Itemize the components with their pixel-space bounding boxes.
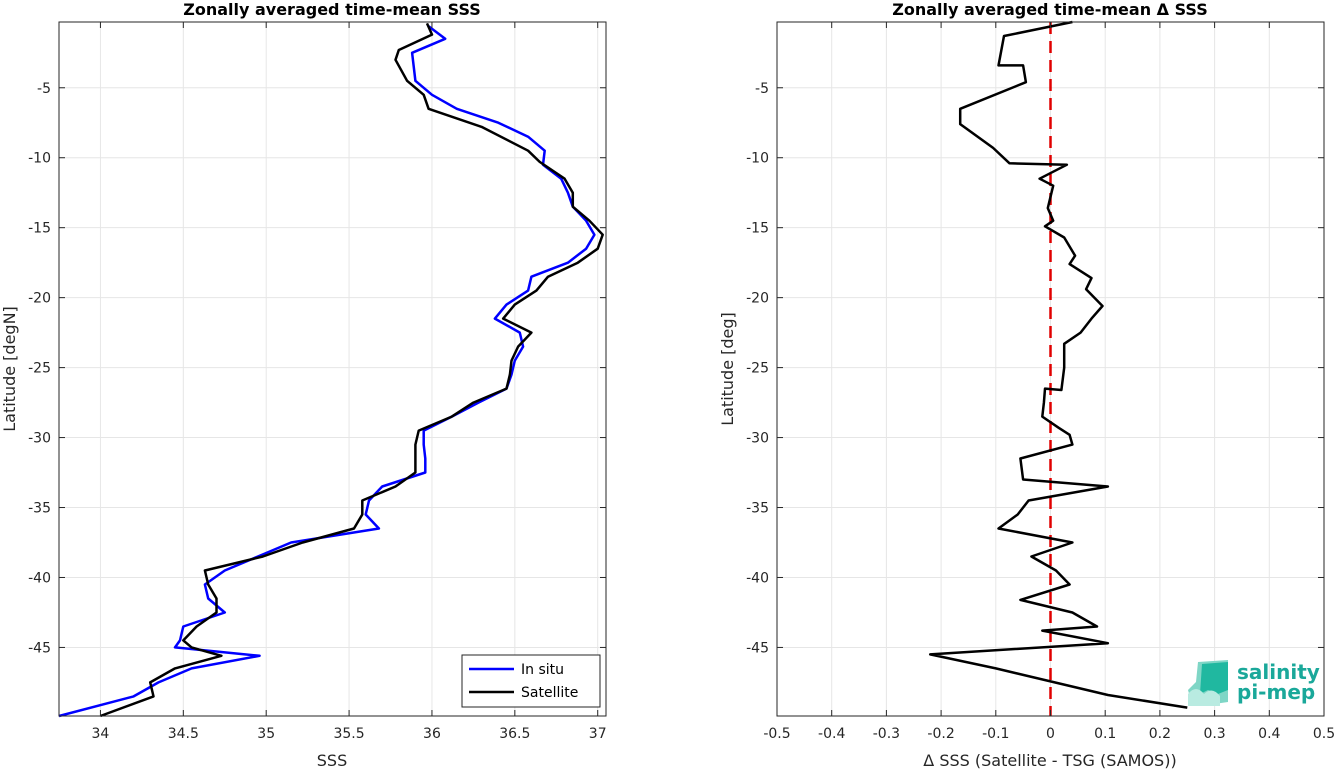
delta-ytick-label: -5 <box>755 81 769 97</box>
legend: In situ Satellite <box>461 654 601 708</box>
sss-series-group <box>58 22 604 718</box>
delta-xtick-label: -0.2 <box>927 726 954 742</box>
logo-text-pimep: pi-mep <box>1237 680 1315 704</box>
delta-ytick-label: -40 <box>746 570 769 586</box>
delta-xtick-label: 0.5 <box>1313 726 1335 742</box>
sss-grid <box>59 22 606 716</box>
delta-xlabel: Δ SSS (Satellite - TSG (SAMOS)) <box>923 751 1176 769</box>
sss-ylabel: Latitude [degN] <box>0 306 19 432</box>
delta-ytick-label: -20 <box>746 291 769 307</box>
sss-xtick-label: 37 <box>589 726 607 742</box>
logo-text-salinity: salinity <box>1237 660 1320 684</box>
sss-series-satellite <box>99 22 604 718</box>
delta-series-delta <box>928 20 1188 709</box>
sss-ytick-label: -25 <box>28 361 51 377</box>
sss-xtick-label: 34 <box>92 726 110 742</box>
sss-title: Zonally averaged time-mean SSS <box>183 0 481 19</box>
delta-ylabel: Latitude [deg] <box>718 312 737 426</box>
sss-xlabel: SSS <box>317 751 347 769</box>
delta-ticks: -0.5 -0.4 -0.3 -0.2 -0.1 0 0.1 0.2 0.3 0.4 0.5 -5 -1… <box>746 22 1335 742</box>
legend-label-satellite: Satellite <box>521 685 578 701</box>
delta-xtick-label: -0.5 <box>763 726 790 742</box>
delta-ytick-label: -35 <box>746 501 769 517</box>
delta-xtick-label: 0 <box>1046 726 1055 742</box>
delta-ytick-label: -15 <box>746 221 769 237</box>
sss-ytick-label: -10 <box>28 151 51 167</box>
sss-ytick-label: -35 <box>28 501 51 517</box>
sss-ytick-label: -45 <box>28 640 51 656</box>
delta-ytick-label: -10 <box>746 151 769 167</box>
delta-xtick-label: -0.3 <box>873 726 900 742</box>
sss-ytick-label: -15 <box>28 221 51 237</box>
delta-xtick-label: -0.4 <box>818 726 845 742</box>
sss-ytick-label: -40 <box>28 570 51 586</box>
delta-xtick-label: 0.3 <box>1203 726 1225 742</box>
sss-xtick-label: 34.5 <box>168 726 199 742</box>
delta-sss-panel: -0.5 -0.4 -0.3 -0.2 -0.1 0 0.1 0.2 0.3 0.4 0.5 -5 -1… <box>718 0 1335 769</box>
delta-series-group <box>928 20 1188 709</box>
delta-title: Zonally averaged time-mean Δ SSS <box>892 0 1208 19</box>
sss-xtick-label: 36.5 <box>499 726 530 742</box>
delta-ytick-label: -25 <box>746 361 769 377</box>
sss-xtick-label: 35.5 <box>333 726 364 742</box>
sss-axes-box <box>58 21 607 717</box>
sss-panel: 34 34.5 35 35.5 36 36.5 37 -5 -10 -15 -20 -25 -30 -35… <box>0 0 607 769</box>
delta-xtick-label: 0.4 <box>1258 726 1280 742</box>
salinity-pimep-logo: salinity pi-mep <box>1188 660 1320 706</box>
delta-xtick-label: 0.2 <box>1149 726 1171 742</box>
delta-xtick-label: -0.1 <box>982 726 1009 742</box>
delta-ytick-label: -30 <box>746 431 769 447</box>
legend-label-in-situ: In situ <box>521 662 564 678</box>
delta-xtick-label: 0.1 <box>1094 726 1116 742</box>
sss-ticks: 34 34.5 35 35.5 36 36.5 37 -5 -10 -15 -20 -25 -30 -35… <box>28 22 607 742</box>
sss-xtick-label: 35 <box>257 726 275 742</box>
sss-ytick-label: -30 <box>28 431 51 447</box>
sss-plot-area <box>59 22 606 716</box>
sss-xtick-label: 36 <box>423 726 441 742</box>
sss-ytick-label: -5 <box>37 81 51 97</box>
legend-box <box>461 654 601 708</box>
delta-ytick-label: -45 <box>746 640 769 656</box>
sss-ytick-label: -20 <box>28 291 51 307</box>
salinity-pimep-logo-icon <box>1188 660 1228 706</box>
